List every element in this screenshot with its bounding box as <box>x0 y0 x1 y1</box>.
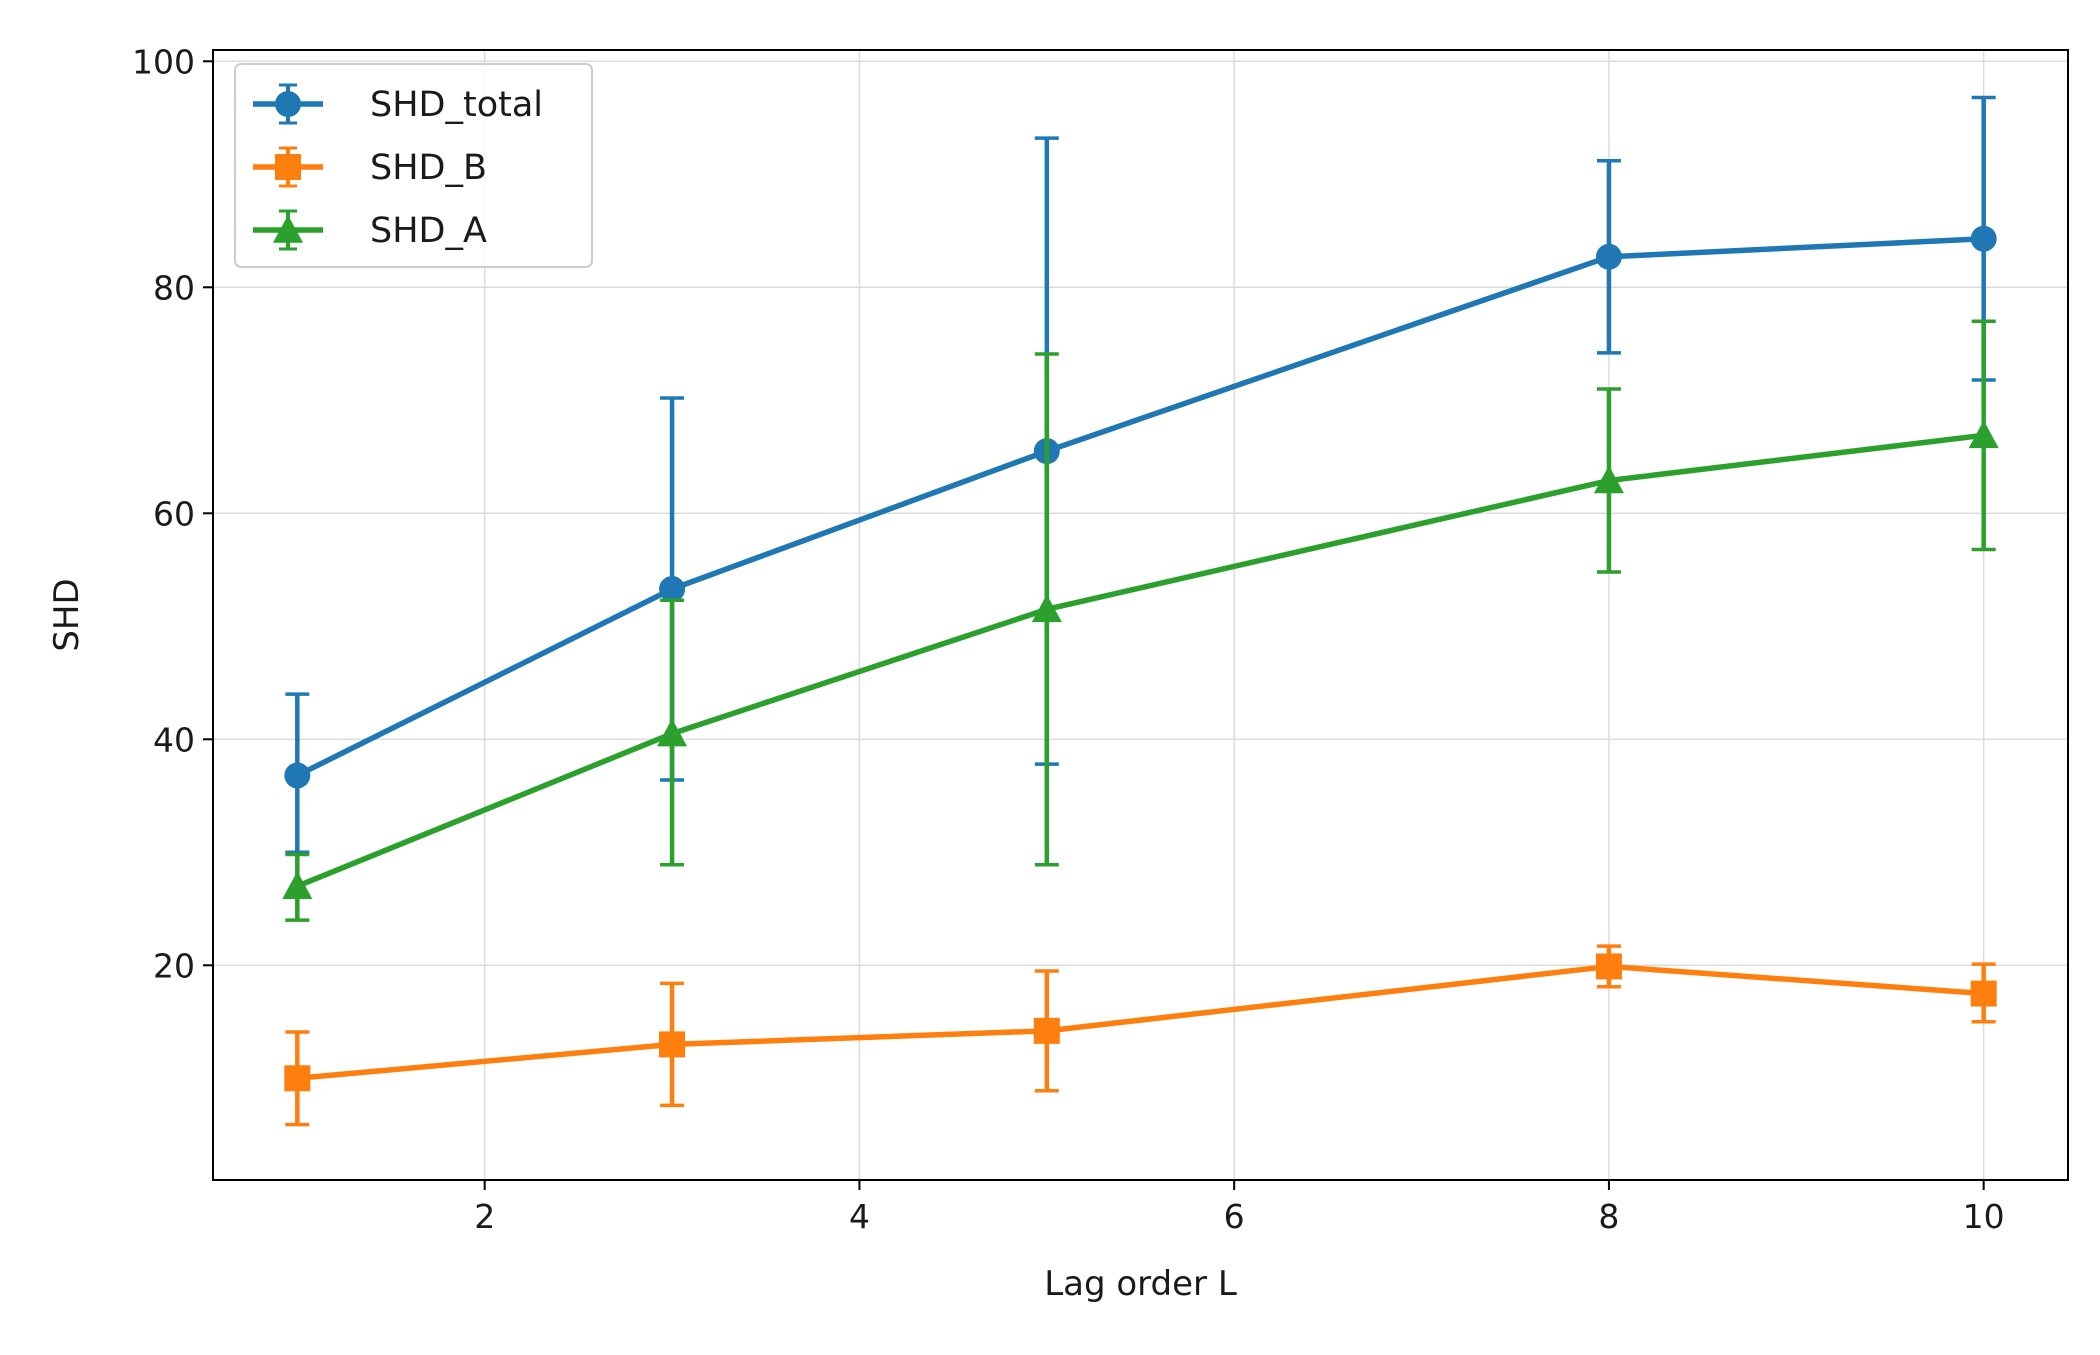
grid-lines <box>213 50 2068 1180</box>
data-point <box>1970 980 1997 1007</box>
y-tick-label: 40 <box>153 720 195 759</box>
data-point <box>1593 465 1624 494</box>
legend-item: SHD_A <box>253 209 487 251</box>
x-tick-label: 4 <box>849 1197 870 1236</box>
legend: SHD_total SHD_B SHD_A <box>234 63 593 268</box>
data-point <box>284 762 311 789</box>
x-tick-label: 2 <box>474 1197 495 1236</box>
legend-marker <box>273 215 303 243</box>
series-shd-a <box>282 319 1999 922</box>
legend-marker <box>275 154 301 180</box>
data-point <box>1595 243 1622 270</box>
y-tick-label: 100 <box>132 42 195 81</box>
y-tick-label: 60 <box>153 494 195 533</box>
x-tick-label: 8 <box>1598 1197 1619 1236</box>
legend-box <box>234 63 593 268</box>
data-point <box>1970 225 1997 252</box>
y-tick-label: 80 <box>153 268 195 307</box>
legend-label: SHD_A <box>370 211 487 251</box>
legend-item: SHD_total <box>253 83 543 125</box>
data-point <box>657 718 688 747</box>
x-tick-label: 10 <box>1963 1197 2005 1236</box>
series-shd-b <box>284 944 1997 1127</box>
y-axis-label: SHD <box>47 578 87 651</box>
data-point <box>1031 594 1062 623</box>
legend-marker <box>275 91 301 117</box>
x-tick-label: 6 <box>1224 1197 1245 1236</box>
legend-label: SHD_B <box>370 148 487 188</box>
data-point <box>659 576 686 603</box>
data-point <box>659 1031 686 1058</box>
axes: 2 4 6 8 10 20 40 60 80 100 <box>132 42 2005 1236</box>
legend-label: SHD_total <box>370 85 543 125</box>
data-point <box>1595 953 1622 980</box>
y-tick-label: 20 <box>153 946 195 985</box>
legend-item: SHD_B <box>253 146 487 188</box>
data-point <box>282 871 313 899</box>
data-point <box>1033 1017 1060 1044</box>
x-axis-label: Lag order L <box>1044 1264 1237 1304</box>
data-point <box>1968 420 1999 449</box>
data-point <box>284 1065 311 1092</box>
series-layer <box>282 95 1999 1127</box>
plot-frame <box>212 49 2069 1181</box>
